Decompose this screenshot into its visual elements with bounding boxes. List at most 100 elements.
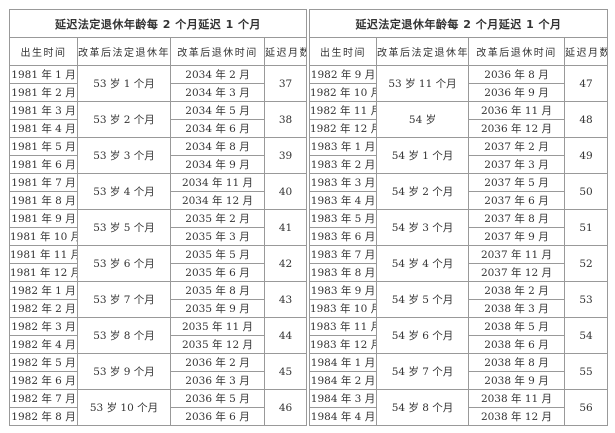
birth-date: 1984 年 2 月 xyxy=(309,371,377,390)
birth-date: 1982 年 7 月 xyxy=(9,389,78,408)
retirement-date: 2037 年 8 月 xyxy=(468,209,565,228)
title-row: 延迟法定退休年龄每 2 个月延迟 1 个月 xyxy=(9,9,307,38)
retirement-date: 2035 年 3 月 xyxy=(170,227,265,246)
retirement-date: 2038 年 3 月 xyxy=(468,299,565,318)
table-row: 1983 年 11 月 54 岁 6 个月 2038 年 5 月 54 xyxy=(309,317,608,354)
delay-months: 48 xyxy=(564,101,608,138)
delay-months: 50 xyxy=(564,173,608,210)
birth-date: 1983 年 8 月 xyxy=(309,263,377,282)
birth-date: 1982 年 4 月 xyxy=(9,335,78,354)
table-row: 1982 年 1 月 53 岁 7 个月 2035 年 8 月 43 xyxy=(9,281,307,318)
retirement-date: 2034 年 12 月 xyxy=(170,191,265,210)
birth-date: 1981 年 9 月 xyxy=(9,209,78,228)
retirement-date: 2037 年 6 月 xyxy=(468,191,565,210)
retirement-date: 2038 年 11 月 xyxy=(468,389,565,408)
delay-months: 42 xyxy=(264,245,307,282)
table-row: 1981 年 6 月 2034 年 9 月 xyxy=(9,155,307,174)
header-row: 出生时间改革后法定退休年龄改革后退休时间延迟月数 xyxy=(9,37,307,66)
retirement-age: 54 岁 8 个月 xyxy=(376,389,469,426)
delay-months: 47 xyxy=(564,65,608,102)
birth-date: 1983 年 1 月 xyxy=(309,137,377,156)
table-row: 1982 年 11 月 54 岁 2036 年 11 月 48 xyxy=(309,101,608,138)
table-row: 1983 年 1 月 54 岁 1 个月 2037 年 2 月 49 xyxy=(309,137,608,174)
delay-months: 45 xyxy=(264,353,307,390)
birth-date: 1983 年 6 月 xyxy=(309,227,377,246)
delay-months: 51 xyxy=(564,209,608,246)
table-title: 延迟法定退休年龄每 2 个月延迟 1 个月 xyxy=(309,9,608,38)
title-row: 延迟法定退休年龄每 2 个月延迟 1 个月 xyxy=(309,9,608,38)
retirement-date: 2036 年 12 月 xyxy=(468,119,565,138)
retirement-age: 53 岁 10 个月 xyxy=(77,389,171,426)
retirement-age: 54 岁 3 个月 xyxy=(376,209,469,246)
table-row: 1982 年 8 月 2036 年 6 月 xyxy=(9,407,307,426)
table-row: 1984 年 1 月 54 岁 7 个月 2038 年 8 月 55 xyxy=(309,353,608,390)
retirement-date: 2034 年 8 月 xyxy=(170,137,265,156)
birth-date: 1983 年 5 月 xyxy=(309,209,377,228)
retirement-date: 2038 年 5 月 xyxy=(468,317,565,336)
birth-date: 1982 年 5 月 xyxy=(9,353,78,372)
birth-date: 1984 年 3 月 xyxy=(309,389,377,408)
retirement-age: 53 岁 9 个月 xyxy=(77,353,171,390)
birth-date: 1982 年 10 月 xyxy=(309,83,377,102)
birth-date: 1983 年 10 月 xyxy=(309,299,377,318)
table-row: 1982 年 4 月 2035 年 12 月 xyxy=(9,335,307,354)
table-row: 1984 年 3 月 54 岁 8 个月 2038 年 11 月 56 xyxy=(309,389,608,426)
retirement-age: 53 岁 7 个月 xyxy=(77,281,171,318)
retirement-date: 2036 年 6 月 xyxy=(170,407,265,426)
retirement-date: 2036 年 9 月 xyxy=(468,83,565,102)
retirement-date: 2037 年 11 月 xyxy=(468,245,565,264)
birth-date: 1981 年 11 月 xyxy=(9,245,78,264)
retirement-date: 2037 年 5 月 xyxy=(468,173,565,192)
retirement-age: 54 岁 7 个月 xyxy=(376,353,469,390)
table-row: 1982 年 2 月 2035 年 9 月 xyxy=(9,299,307,318)
delay-months: 56 xyxy=(564,389,608,426)
retirement-date: 2038 年 9 月 xyxy=(468,371,565,390)
retirement-date: 2038 年 2 月 xyxy=(468,281,565,300)
table-row: 1981 年 7 月 53 岁 4 个月 2034 年 11 月 40 xyxy=(9,173,307,210)
retirement-date: 2038 年 8 月 xyxy=(468,353,565,372)
retirement-date: 2035 年 5 月 xyxy=(170,245,265,264)
birth-date: 1982 年 9 月 xyxy=(309,65,377,84)
retirement-date: 2034 年 9 月 xyxy=(170,155,265,174)
birth-date: 1982 年 12 月 xyxy=(309,119,377,138)
table-row: 1983 年 5 月 54 岁 3 个月 2037 年 8 月 51 xyxy=(309,209,608,246)
retirement-date: 2035 年 12 月 xyxy=(170,335,265,354)
birth-date: 1982 年 2 月 xyxy=(9,299,78,318)
retirement-date: 2037 年 3 月 xyxy=(468,155,565,174)
birth-date: 1984 年 1 月 xyxy=(309,353,377,372)
table-row: 1983 年 2 月 2037 年 3 月 xyxy=(309,155,608,174)
table-row: 1983 年 3 月 54 岁 2 个月 2037 年 5 月 50 xyxy=(309,173,608,210)
column-header: 延迟月数 xyxy=(264,37,307,66)
table-row: 1983 年 10 月 2038 年 3 月 xyxy=(309,299,608,318)
retirement-date: 2036 年 3 月 xyxy=(170,371,265,390)
retirement-date: 2037 年 12 月 xyxy=(468,263,565,282)
birth-date: 1981 年 7 月 xyxy=(9,173,78,192)
retirement-date: 2035 年 8 月 xyxy=(170,281,265,300)
table-row: 1982 年 5 月 53 岁 9 个月 2036 年 2 月 45 xyxy=(9,353,307,390)
delay-months: 54 xyxy=(564,317,608,354)
table-row: 1981 年 3 月 53 岁 2 个月 2034 年 5 月 38 xyxy=(9,101,307,138)
birth-date: 1981 年 6 月 xyxy=(9,155,78,174)
birth-date: 1983 年 12 月 xyxy=(309,335,377,354)
delay-months: 46 xyxy=(264,389,307,426)
delay-months: 41 xyxy=(264,209,307,246)
retirement-date: 2036 年 8 月 xyxy=(468,65,565,84)
retirement-age: 54 岁 2 个月 xyxy=(376,173,469,210)
retirement-date: 2034 年 11 月 xyxy=(170,173,265,192)
delay-months: 37 xyxy=(264,65,307,102)
birth-date: 1982 年 1 月 xyxy=(9,281,78,300)
column-header: 出生时间 xyxy=(309,37,377,66)
birth-date: 1984 年 4 月 xyxy=(309,407,377,426)
birth-date: 1981 年 3 月 xyxy=(9,101,78,120)
retirement-date: 2037 年 9 月 xyxy=(468,227,565,246)
table-row: 1981 年 5 月 53 岁 3 个月 2034 年 8 月 39 xyxy=(9,137,307,174)
retirement-date: 2035 年 6 月 xyxy=(170,263,265,282)
column-header: 改革后退休时间 xyxy=(468,37,565,66)
retirement-date: 2035 年 9 月 xyxy=(170,299,265,318)
birth-date: 1982 年 3 月 xyxy=(9,317,78,336)
retirement-age: 54 岁 6 个月 xyxy=(376,317,469,354)
birth-date: 1983 年 9 月 xyxy=(309,281,377,300)
column-header: 改革后退休时间 xyxy=(170,37,265,66)
delay-months: 38 xyxy=(264,101,307,138)
table-row: 1981 年 11 月 53 岁 6 个月 2035 年 5 月 42 xyxy=(9,245,307,282)
